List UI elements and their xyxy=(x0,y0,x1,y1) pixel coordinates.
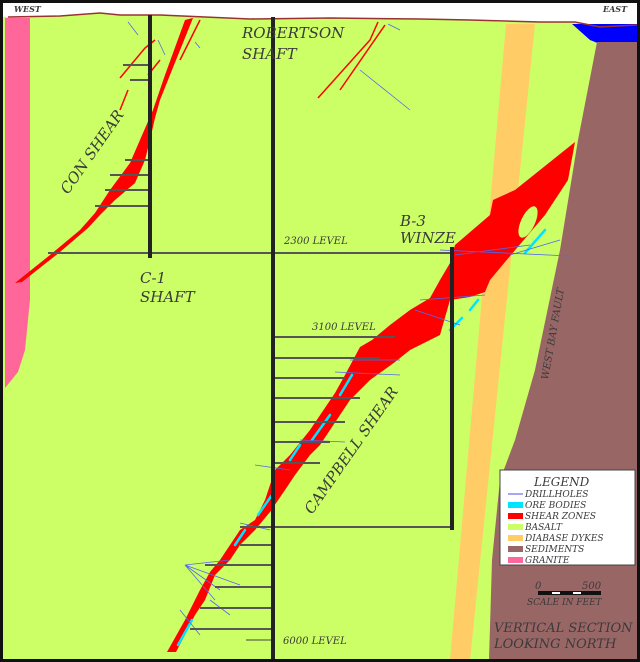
diabase-dyke xyxy=(450,24,535,660)
robertson-shaft xyxy=(271,17,275,660)
scale-label: SCALE IN FEET xyxy=(527,598,603,608)
legend-item-label: DIABASE DYKES xyxy=(524,534,604,544)
legend-item-label: SEDIMENTS xyxy=(525,545,584,555)
c1-shaft xyxy=(148,15,152,258)
basalt-inlier xyxy=(518,206,538,238)
drillholes-upper xyxy=(127,21,411,111)
legend-item-label: BASALT xyxy=(524,523,563,533)
b3-winze-label-2: WINZE xyxy=(400,229,456,247)
surface-line xyxy=(7,12,638,28)
water-body xyxy=(572,24,637,46)
campbell-shear-zone xyxy=(167,142,575,652)
level-3100-label: 3100 LEVEL xyxy=(312,322,376,333)
scale-min: 0 xyxy=(535,581,542,592)
levels xyxy=(48,64,452,641)
b3-winze-label-1: B-3 xyxy=(399,212,426,230)
granite-zone xyxy=(5,18,30,388)
legend-swatch xyxy=(508,502,523,508)
minor-shears xyxy=(119,19,386,111)
legend-swatch xyxy=(508,513,523,519)
section-label-1: VERTICAL SECTION xyxy=(494,621,633,636)
robertson-shaft-label-2: SHAFT xyxy=(242,45,298,63)
level-2300-label: 2300 LEVEL xyxy=(283,236,348,247)
scale-bar: 0 500 SCALE IN FEET xyxy=(527,581,603,608)
west-label: WEST xyxy=(14,4,42,14)
section-label-2: LOOKING NORTH xyxy=(493,637,617,652)
robertson-shaft-label-1: ROBERTSON xyxy=(241,24,345,42)
c1-shaft-label-1: C-1 xyxy=(140,269,166,287)
legend-item-label: ORE BODIES xyxy=(525,501,586,511)
legend-swatch xyxy=(508,535,523,541)
b3-winze xyxy=(450,247,454,530)
legend-swatch xyxy=(508,546,523,552)
legend-item-label: SHEAR ZONES xyxy=(525,512,596,522)
legend-swatch xyxy=(508,557,523,563)
east-label: EAST xyxy=(602,4,628,14)
scale-max: 500 xyxy=(582,581,602,592)
legend-item-label: GRANITE xyxy=(525,556,570,566)
level-6000-label: 6000 LEVEL xyxy=(283,636,347,647)
legend-swatch xyxy=(508,524,523,530)
legend-item-label: DRILLHOLES xyxy=(524,490,588,500)
c1-shaft-label-2: SHAFT xyxy=(140,288,196,306)
legend-title: LEGEND xyxy=(533,475,590,489)
